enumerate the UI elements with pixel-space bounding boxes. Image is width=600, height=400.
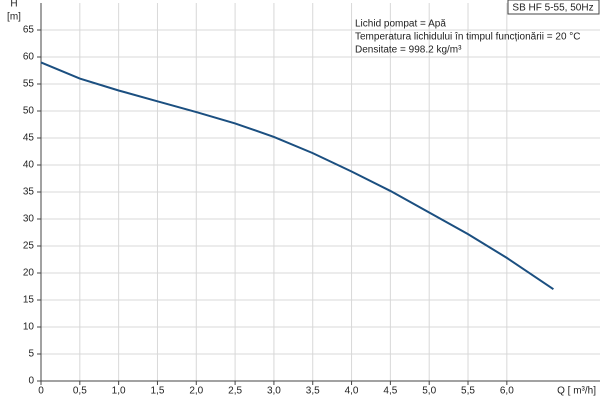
y-tick-label: 0 — [28, 376, 34, 387]
x-tick-label: 0 — [38, 386, 44, 397]
x-tick-label: 4,0 — [345, 386, 359, 397]
x-tick-label: 2,5 — [228, 386, 242, 397]
x-tick-label: 1,0 — [112, 386, 126, 397]
x-tick-label: 5,5 — [461, 386, 475, 397]
x-tick-label: 3,0 — [267, 386, 281, 397]
y-tick-label: 40 — [23, 160, 35, 171]
x-tick-label: 6,0 — [500, 386, 514, 397]
y-tick-label: 30 — [23, 214, 35, 225]
y-unit: [m] — [7, 12, 21, 23]
curve — [40, 61, 554, 291]
y-tick-label: 60 — [23, 52, 35, 63]
y-tick-label: 5 — [28, 349, 34, 360]
y-tick-label: 55 — [23, 79, 35, 90]
x-tick-label: 3,5 — [306, 386, 320, 397]
y-tick-label: 20 — [23, 268, 35, 279]
y-tick-label: 25 — [23, 241, 35, 252]
x-tick-label: 0,5 — [73, 386, 87, 397]
y-tick-label: 35 — [23, 187, 35, 198]
title-box — [507, 0, 600, 15]
y-tick-label: 45 — [23, 133, 35, 144]
annotation: Temperatura lichidului în timpul funcțio… — [355, 32, 581, 43]
x-label: Q [ m³/h] — [557, 386, 596, 397]
y-tick-label: 15 — [23, 295, 35, 306]
annotation: Lichid pompat = Apă — [355, 19, 446, 30]
y-tick-label: 10 — [23, 322, 35, 333]
y-tick-label: 65 — [23, 25, 35, 36]
annotation: Densitate = 998.2 kg/m³ — [355, 45, 462, 56]
y-tick-label: 50 — [23, 106, 35, 117]
y-label: H — [10, 0, 17, 10]
chart-title: SB HF 5-55, 50Hz — [512, 3, 593, 14]
x-tick-label: 2,0 — [189, 386, 203, 397]
x-tick-label: 5,0 — [422, 386, 436, 397]
x-tick-label: 1,5 — [151, 386, 165, 397]
x-tick-label: 4,5 — [383, 386, 397, 397]
